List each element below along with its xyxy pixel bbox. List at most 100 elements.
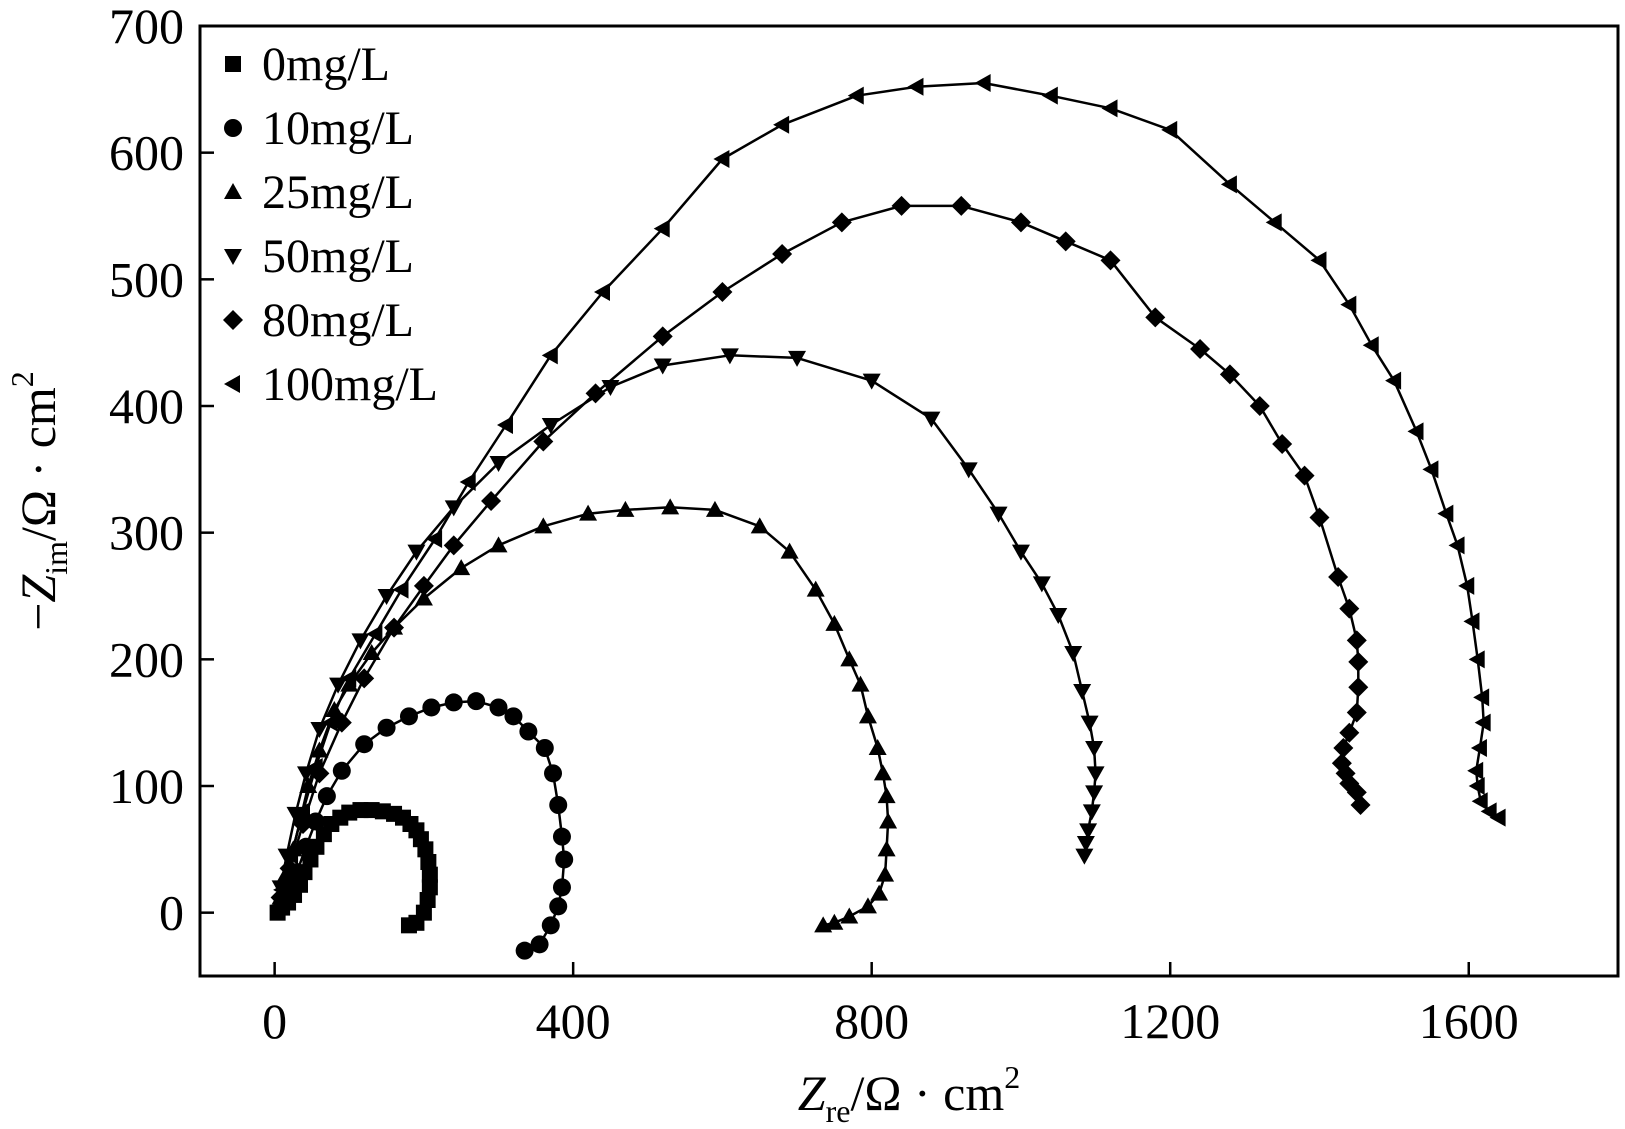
data-point [377, 589, 396, 605]
data-point [1049, 608, 1068, 624]
data-point [922, 411, 941, 428]
legend-label: 0mg/L [262, 38, 390, 91]
y-tick-label: 200 [109, 631, 184, 687]
series-1 [273, 692, 574, 960]
data-point [1422, 460, 1439, 479]
series-layer [269, 74, 1506, 960]
data-point [1075, 848, 1094, 865]
series-5 [273, 74, 1506, 899]
y-tick-label: 100 [109, 758, 184, 814]
data-point [481, 491, 502, 511]
data-point [876, 865, 895, 882]
x-axis-unit: /Ω · cm [850, 1065, 1004, 1121]
data-point [355, 735, 374, 754]
y-tick-label: 0 [159, 885, 184, 941]
legend-marker [224, 249, 242, 265]
data-point [384, 617, 405, 638]
data-point [399, 707, 418, 726]
legend-marker [225, 56, 241, 72]
data-point [1101, 99, 1118, 118]
data-point [891, 195, 912, 216]
data-point [879, 812, 898, 829]
data-point [907, 77, 924, 96]
data-point [1348, 677, 1369, 698]
data-point [1458, 576, 1475, 595]
data-point [515, 941, 534, 960]
series-line [279, 506, 890, 927]
y-axis-var: Z [10, 574, 66, 603]
data-point [544, 764, 563, 783]
y-axis-prefix: − [10, 603, 66, 631]
data-point [306, 812, 325, 831]
data-point [825, 614, 844, 631]
data-point [712, 282, 733, 302]
data-point [519, 722, 538, 741]
data-point [444, 693, 463, 712]
data-point [1471, 792, 1488, 811]
legend-marker [224, 375, 240, 393]
data-point [273, 880, 290, 899]
data-point [1470, 739, 1487, 757]
data-point [1064, 646, 1083, 662]
data-point [421, 866, 438, 883]
x-axis-label: Zre/Ω · cm2 [798, 1059, 1020, 1129]
data-point [541, 418, 560, 434]
legend-marker [223, 310, 243, 330]
data-point [713, 150, 730, 168]
data-point [1340, 295, 1357, 314]
data-point [354, 668, 375, 689]
data-point [862, 373, 881, 390]
data-point [806, 580, 825, 597]
data-point [530, 935, 549, 954]
data-point [310, 722, 329, 738]
data-point [1328, 567, 1349, 587]
data-point [443, 535, 464, 556]
data-point [414, 589, 433, 606]
data-point [989, 506, 1008, 523]
data-point [652, 326, 673, 347]
data-point [296, 766, 315, 783]
legend-label: 25mg/L [262, 166, 414, 219]
x-axis-sub: re [826, 1093, 851, 1129]
data-point [299, 777, 318, 793]
data-point [1331, 753, 1352, 774]
data-point [974, 74, 991, 92]
data-point [467, 692, 486, 711]
data-point [653, 219, 670, 238]
data-point [825, 913, 844, 930]
data-point [1437, 504, 1454, 523]
series-4 [270, 195, 1371, 908]
data-point [772, 244, 793, 264]
x-axis-sup: 2 [1004, 1059, 1020, 1095]
data-point [296, 837, 315, 856]
data-point [579, 504, 598, 521]
data-point [534, 517, 553, 534]
data-point [321, 713, 338, 732]
data-point [1055, 231, 1076, 252]
data-point [653, 358, 672, 375]
data-point [282, 846, 299, 865]
legend-marker [224, 119, 242, 137]
y-axis-sub: im [38, 541, 74, 575]
data-point [422, 698, 441, 717]
data-point [1309, 507, 1330, 528]
data-point [549, 897, 568, 916]
data-point [868, 739, 887, 755]
data-point [720, 348, 739, 365]
legend: 0mg/L 10mg/L 25mg/L 50mg/L 80mg/L 100mg/L [223, 38, 438, 411]
data-point [325, 701, 344, 717]
data-point [1272, 434, 1293, 454]
data-point [535, 739, 554, 757]
data-point [1385, 371, 1402, 390]
data-point [750, 517, 769, 534]
series-line [280, 81, 1500, 891]
y-tick-label: 500 [109, 251, 184, 307]
data-point [366, 625, 383, 643]
data-point [332, 761, 351, 780]
data-point [413, 575, 434, 596]
data-point [1310, 251, 1327, 270]
data-point [1474, 713, 1491, 732]
legend-label: 50mg/L [262, 230, 414, 283]
x-tick-label: 1200 [1120, 993, 1220, 1049]
